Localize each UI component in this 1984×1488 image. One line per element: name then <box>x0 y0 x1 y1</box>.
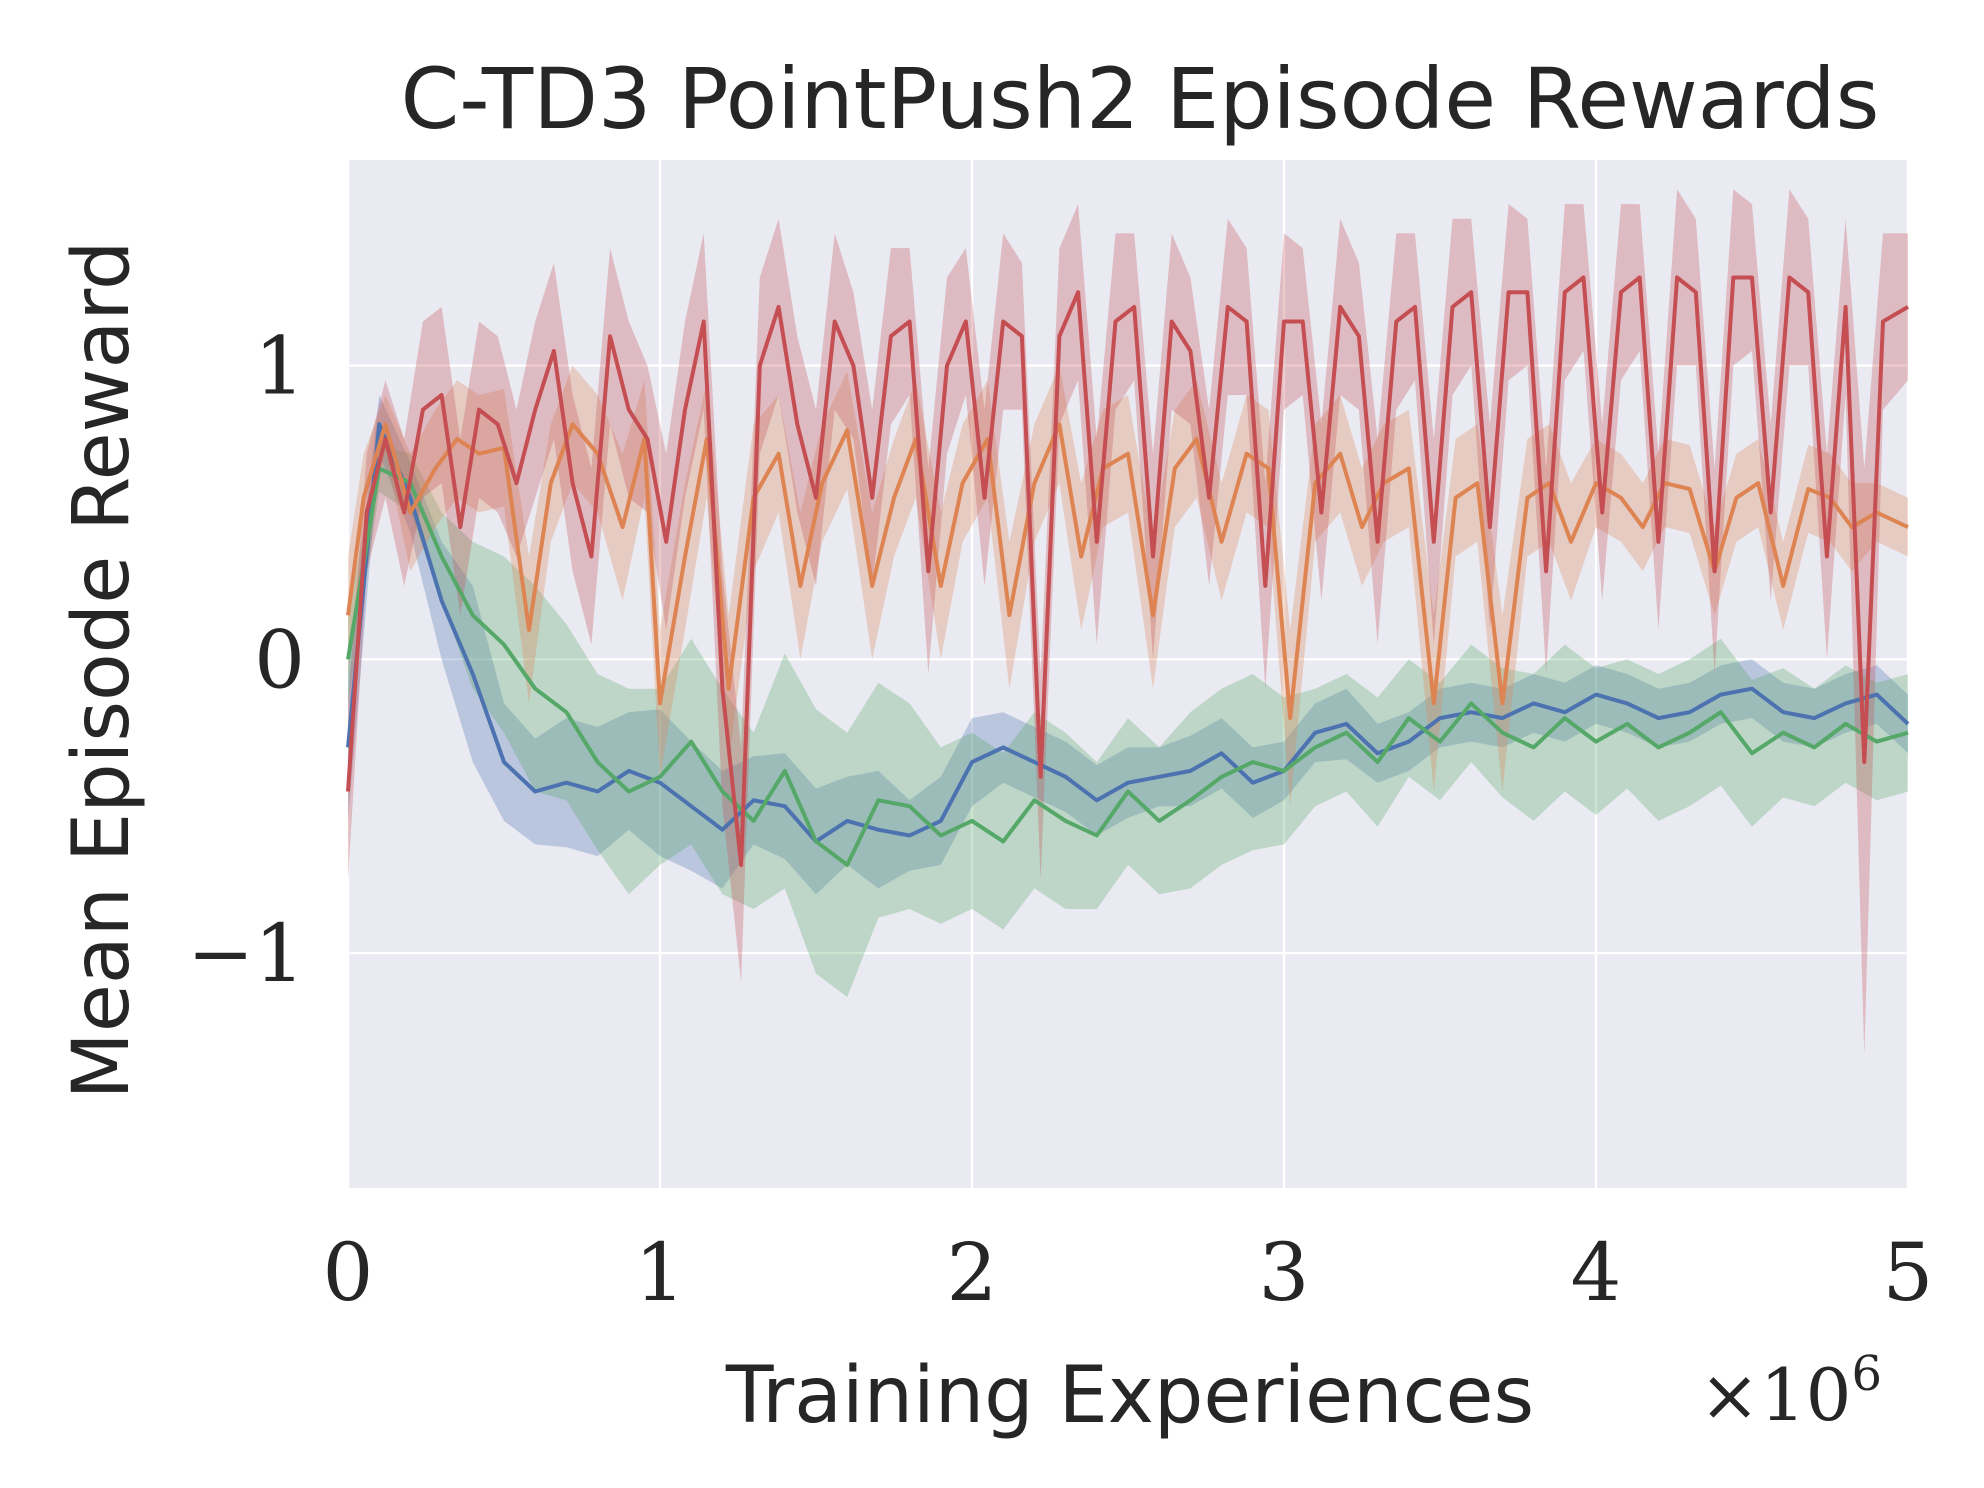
y-tick-labels: −1 0 1 <box>187 320 305 1000</box>
x-offset-exponent: 6 <box>1851 1346 1882 1402</box>
x-tick-label: 3 <box>1259 1226 1310 1319</box>
x-offset-base: ×10 <box>1700 1353 1852 1437</box>
y-tick-label: 1 <box>254 320 305 413</box>
x-tick-label: 1 <box>635 1226 686 1319</box>
line-green <box>346 466 1909 867</box>
x-tick-label: 2 <box>947 1226 998 1319</box>
band-blue <box>348 395 1908 895</box>
line-orange <box>346 422 1909 721</box>
line-blue <box>346 422 1910 844</box>
line-red <box>346 275 1910 867</box>
series-lines <box>346 275 1910 867</box>
x-tick-labels: 0 1 2 3 4 5 <box>323 1226 1934 1319</box>
y-axis-label: Mean Episode Reward <box>57 241 147 1100</box>
chart-title: C-TD3 PointPush2 Episode Rewards <box>401 50 1880 148</box>
y-tick-label: −1 <box>187 907 305 1000</box>
x-tick-label: 4 <box>1571 1226 1622 1319</box>
plot-area <box>348 160 1908 1188</box>
x-tick-label: 5 <box>1883 1226 1934 1319</box>
x-axis-label: Training Experiences <box>725 1351 1534 1441</box>
x-axis-offset: ×106 <box>1700 1346 1883 1437</box>
y-tick-label: 0 <box>254 613 305 706</box>
band-green <box>348 444 1908 998</box>
x-tick-label: 0 <box>323 1226 374 1319</box>
